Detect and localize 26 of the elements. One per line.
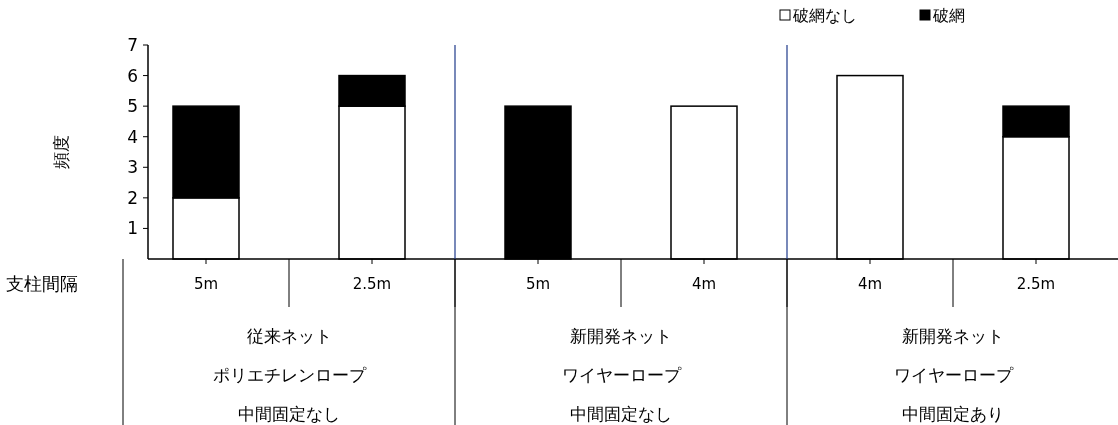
text: 従来ネット bbox=[246, 326, 332, 346]
x-tick-label: 2.5m bbox=[1016, 275, 1056, 293]
y-tick-label: 1 bbox=[127, 218, 138, 239]
y-tick-label: 4 bbox=[127, 126, 138, 147]
y-tick-label: 7 bbox=[127, 35, 138, 55]
x-tick-label: 2.5m bbox=[352, 275, 392, 293]
text: 新開発ネット bbox=[902, 326, 1004, 346]
x-tick-label: 5m bbox=[525, 275, 551, 293]
y-axis-title: 頻度 bbox=[51, 135, 71, 169]
text: ポリエチレンロープ bbox=[212, 365, 367, 385]
x-tick-label: 4m bbox=[857, 275, 883, 293]
x-axis-title: 支柱間隔 bbox=[6, 273, 78, 294]
y-tick-label: 5 bbox=[127, 96, 138, 117]
y-tick-label: 3 bbox=[127, 157, 138, 178]
text: ワイヤーロープ bbox=[561, 365, 682, 385]
x-tick-label: 4m bbox=[691, 275, 717, 293]
text: 中間固定あり bbox=[902, 404, 1004, 424]
y-tick-label: 6 bbox=[127, 65, 138, 86]
text: ワイヤーロープ bbox=[893, 365, 1014, 385]
text: 中間固定なし bbox=[238, 404, 340, 424]
legend-label: 破網なし bbox=[792, 6, 857, 25]
text: 新開発ネット bbox=[570, 326, 672, 346]
x-tick-label: 5m bbox=[193, 275, 219, 293]
legend-label: 破網 bbox=[932, 6, 965, 25]
text: 中間固定なし bbox=[570, 404, 672, 424]
y-tick-label: 2 bbox=[127, 187, 138, 208]
